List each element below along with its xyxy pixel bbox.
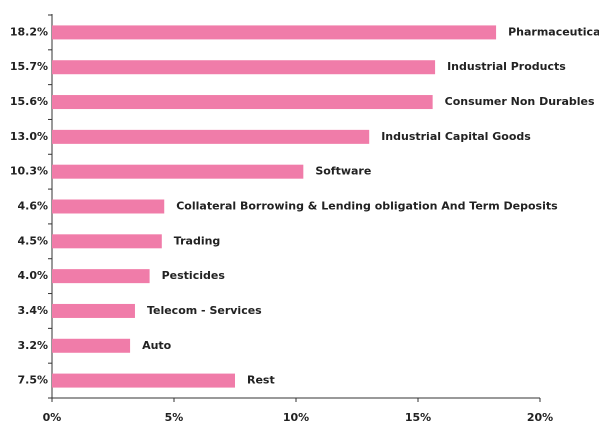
x-tick-label: 15% [405,411,431,424]
bar [52,164,304,179]
category-label: Trading [174,234,221,247]
x-tick-label: 0% [43,411,62,424]
bar [52,338,131,353]
bar [52,199,165,214]
category-label: Consumer Non Durables [445,95,595,108]
category-label: Collateral Borrowing & Lending obligatio… [176,200,558,213]
bar [52,60,436,75]
value-label: 4.0% [17,269,48,282]
x-tick-label: 10% [283,411,309,424]
bar [52,129,370,144]
value-label: 4.6% [17,200,48,213]
category-label: Pharmaceuticals [508,25,599,38]
value-label: 3.4% [17,304,48,317]
value-label: 7.5% [17,374,48,387]
x-tick-label: 5% [165,411,184,424]
value-label: 3.2% [17,339,48,352]
value-label: 4.5% [17,234,48,247]
category-label: Industrial Capital Goods [381,130,531,143]
value-label: 15.6% [10,95,48,108]
value-label: 18.2% [10,25,48,38]
value-label: 13.0% [10,130,48,143]
category-label: Pesticides [162,269,226,282]
value-label: 10.3% [10,165,48,178]
category-label: Industrial Products [447,60,566,73]
bar [52,269,150,284]
bar [52,303,135,318]
bar [52,25,497,40]
bar [52,234,162,249]
value-label: 15.7% [10,60,48,73]
category-label: Software [315,165,371,178]
x-tick-label: 20% [527,411,553,424]
category-label: Auto [142,339,172,352]
category-label: Rest [247,374,275,387]
bar [52,373,235,388]
category-label: Telecom - Services [147,304,262,317]
bar [52,95,433,110]
